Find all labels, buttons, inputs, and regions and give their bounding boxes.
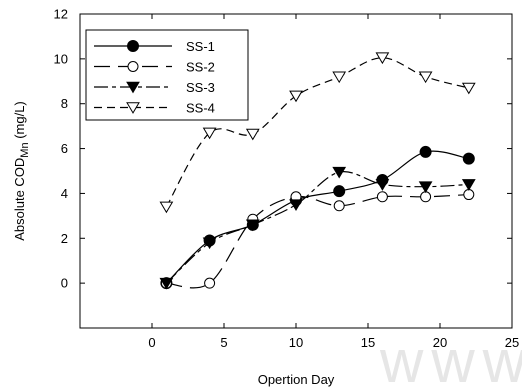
x-axis-label: Opertion Day (258, 372, 335, 387)
data-point (418, 71, 433, 84)
series-line (165, 150, 469, 284)
legend-label: SS-2 (186, 60, 215, 75)
y-tick-label: 6 (61, 141, 68, 156)
data-point (375, 179, 390, 191)
data-point (419, 145, 432, 158)
legend-label: SS-1 (186, 39, 215, 54)
data-point (159, 277, 174, 290)
x-tick-label: 20 (433, 335, 447, 350)
data-point (332, 166, 347, 179)
x-tick-label: 25 (505, 335, 519, 350)
series-ss-4 (159, 52, 476, 214)
series-ss-3 (159, 166, 476, 290)
y-axis-label: Absolute CODMn (mg/L) (12, 101, 31, 241)
y-tick-label: 0 (61, 276, 68, 291)
y-tick-label: 8 (61, 96, 68, 111)
series-layer (159, 52, 476, 290)
y-axis-label-main: Absolute COD (12, 158, 27, 241)
y-axis-label-sub: Mn (19, 142, 31, 157)
legend-label: SS-3 (186, 80, 215, 95)
data-point (204, 277, 216, 289)
data-point (461, 179, 476, 191)
x-tick-label: 10 (289, 335, 303, 350)
legend-label: SS-4 (186, 101, 215, 116)
x-tick-label: 15 (361, 335, 375, 350)
data-point (332, 71, 347, 84)
legend-marker (127, 61, 139, 72)
y-tick-label: 12 (54, 7, 68, 22)
legend: SS-1 SS-2 SS-3 SS-4 (85, 29, 249, 121)
data-point (202, 127, 217, 140)
data-point (462, 152, 475, 165)
legend-marker (127, 40, 139, 52)
y-tick-label: 2 (61, 231, 68, 246)
data-point (245, 128, 260, 141)
data-point (461, 82, 476, 95)
x-tick-label: 0 (148, 335, 155, 350)
data-point (376, 191, 388, 203)
data-point (418, 181, 433, 194)
data-point (333, 185, 346, 198)
data-point (333, 200, 345, 212)
y-axis-label-unit: (mg/L) (12, 101, 27, 142)
data-point (202, 237, 217, 250)
data-point (289, 199, 303, 212)
data-point (159, 201, 174, 214)
series-ss-1 (160, 145, 475, 290)
y-tick-label: 4 (61, 186, 68, 201)
y-tick-label: 10 (54, 51, 68, 66)
axis-ticks: 0 5 10 15 20 25 0 2 4 6 8 10 12 (54, 7, 520, 351)
watermark: www.k (379, 328, 522, 388)
data-point (420, 191, 432, 203)
legend-marker (126, 81, 140, 94)
x-tick-label: 5 (220, 335, 227, 350)
legend-box (85, 29, 249, 121)
data-point (463, 189, 475, 201)
data-point (245, 219, 260, 232)
series-line (165, 57, 469, 208)
data-point (289, 90, 303, 103)
legend-marker (126, 102, 140, 114)
data-point (375, 52, 390, 65)
